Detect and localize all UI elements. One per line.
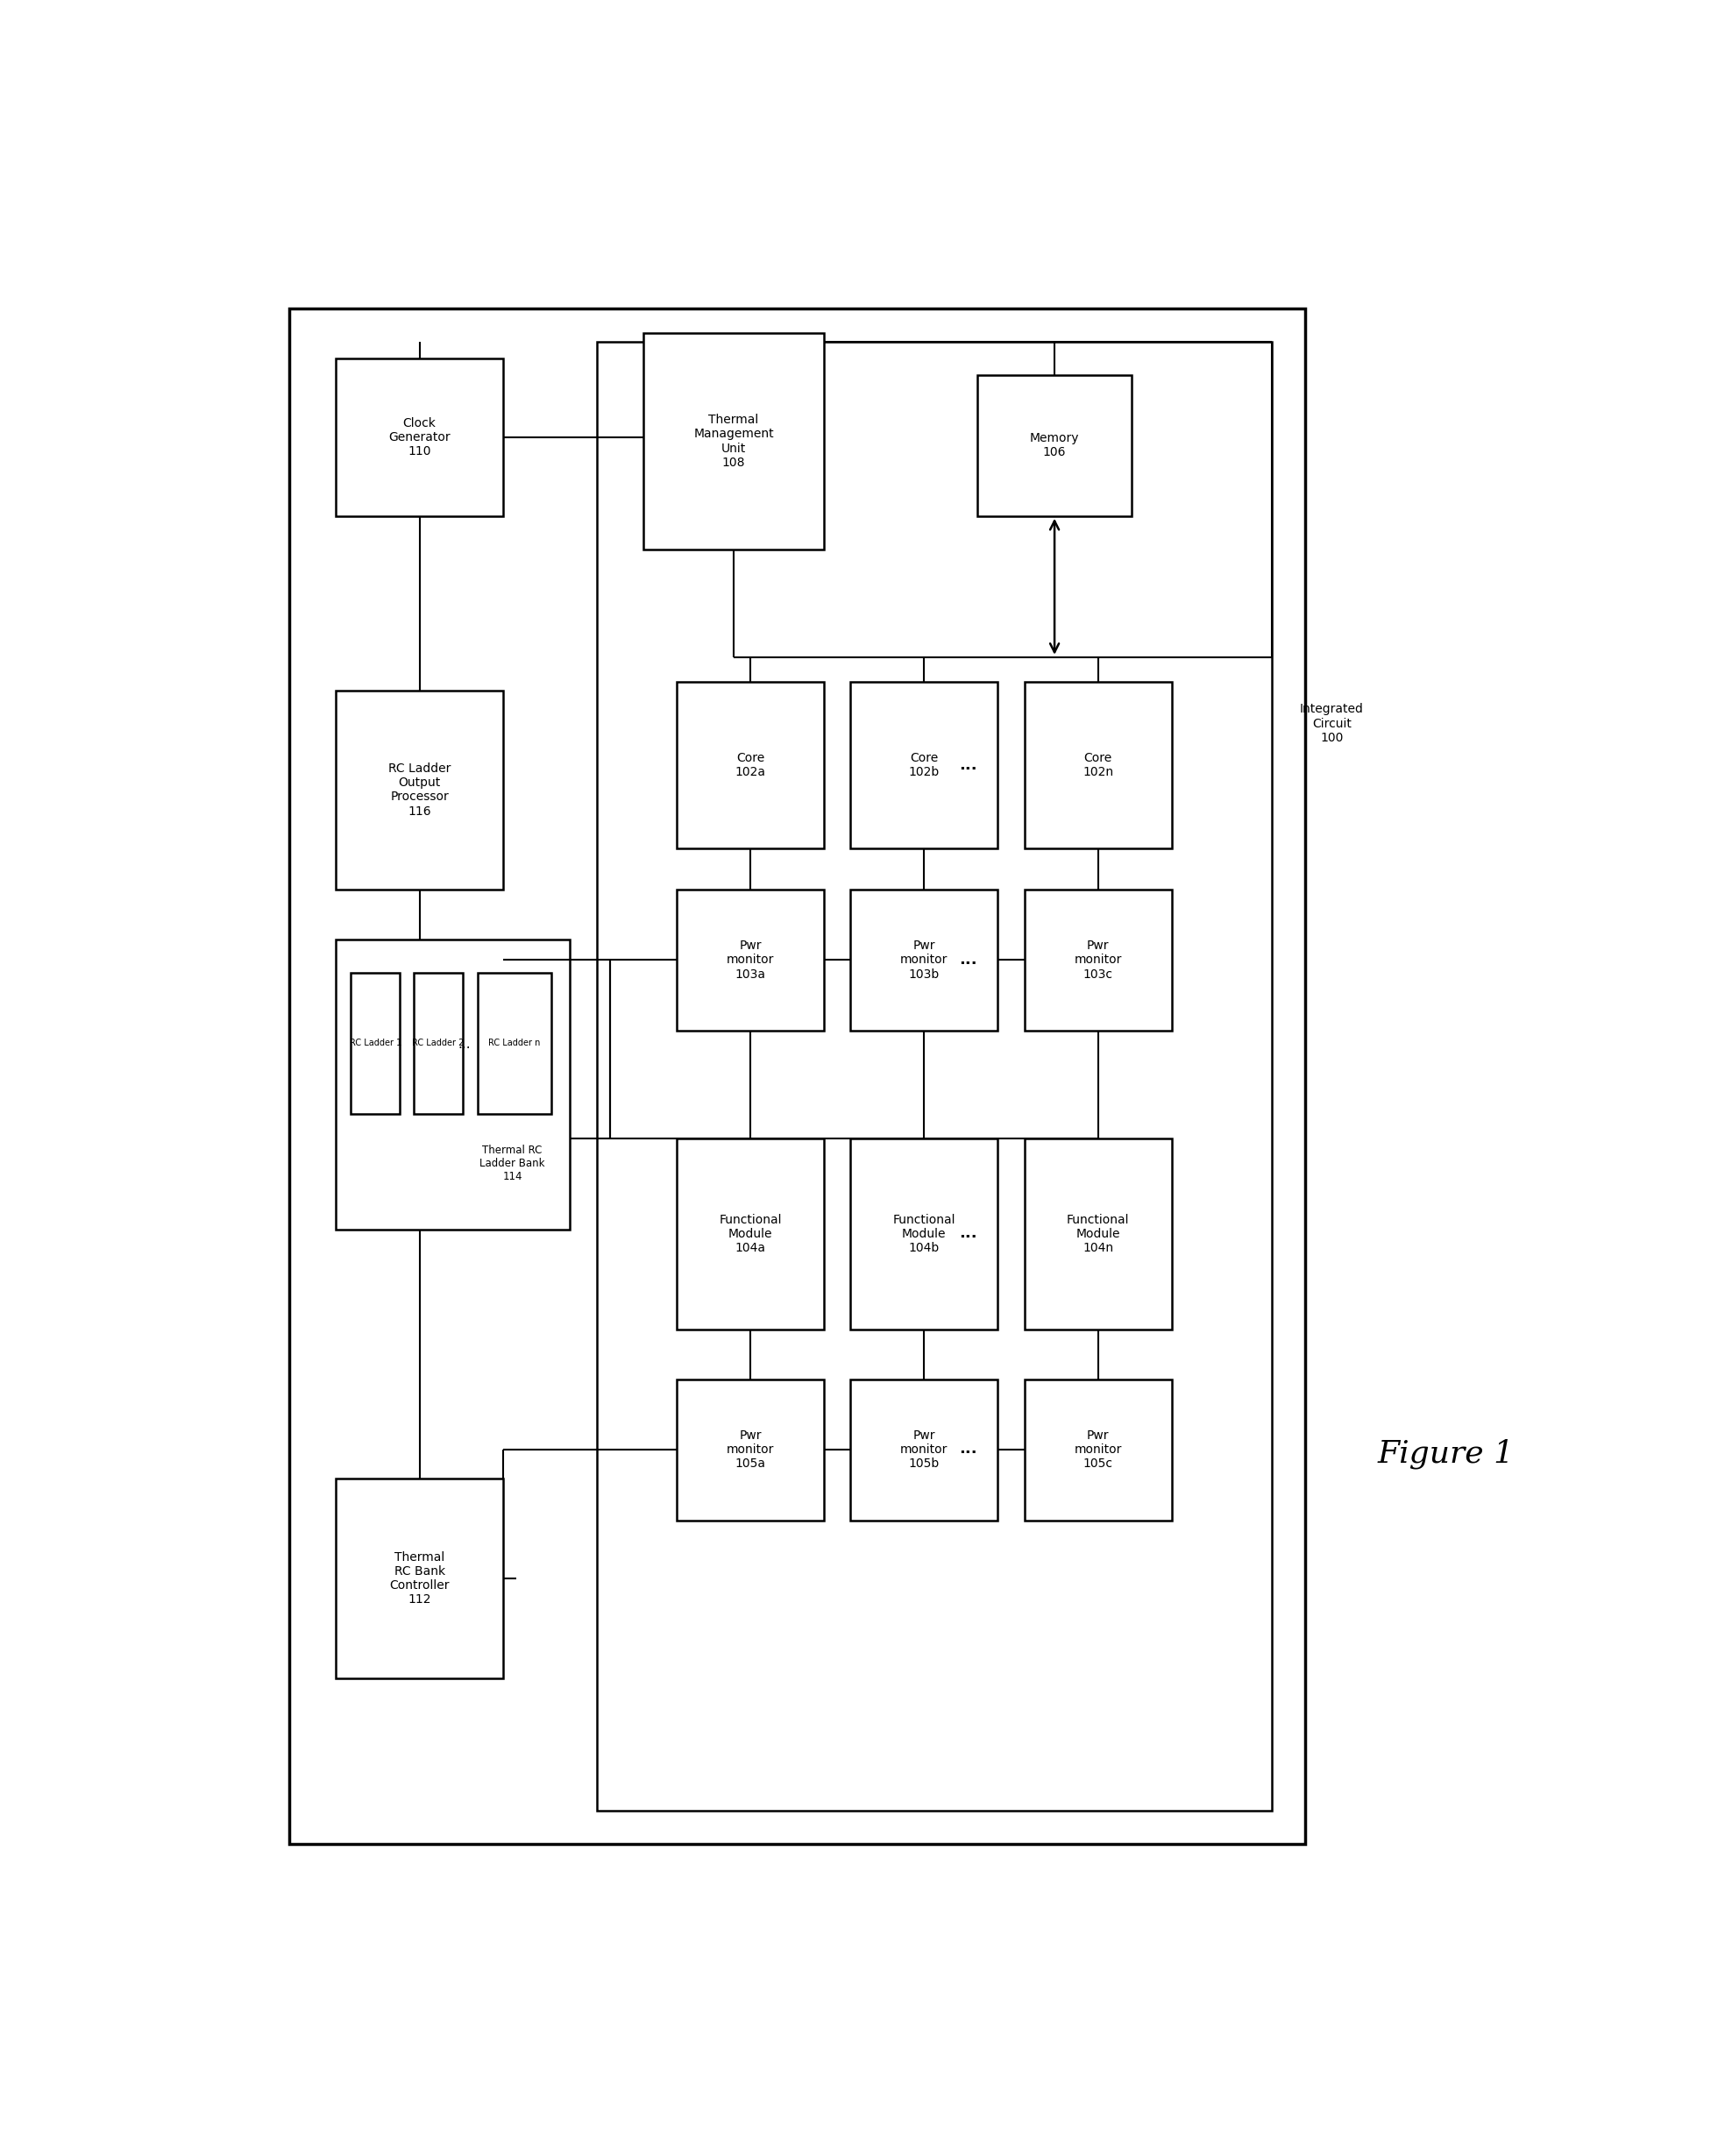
Bar [643,334,825,550]
Text: ...: ... [457,1037,471,1050]
Text: Thermal
Management
Unit
108: Thermal Management Unit 108 [693,414,775,468]
Text: Pwr
monitor
105a: Pwr monitor 105a [726,1429,775,1470]
Text: ...: ... [959,951,978,968]
Text: Functional
Module
104b: Functional Module 104b [894,1214,956,1255]
Bar [478,972,552,1115]
Text: Figure 1: Figure 1 [1377,1438,1515,1468]
Bar [1025,1138,1171,1330]
Text: Pwr
monitor
105b: Pwr monitor 105b [900,1429,949,1470]
Bar [290,308,1306,1843]
Text: Memory
106: Memory 106 [1030,431,1080,459]
Bar [850,681,997,847]
Text: Pwr
monitor
103a: Pwr monitor 103a [726,940,775,981]
Text: Thermal
RC Bank
Controller
112: Thermal RC Bank Controller 112 [390,1550,450,1606]
Text: RC Ladder 1: RC Ladder 1 [350,1039,402,1048]
Text: Pwr
monitor
105c: Pwr monitor 105c [1075,1429,1121,1470]
Text: Core
102b: Core 102b [909,752,940,778]
Bar [336,1479,504,1677]
Text: Clock
Generator
110: Clock Generator 110 [388,416,450,457]
Bar [336,940,569,1229]
Bar [850,890,997,1031]
Text: Pwr
monitor
103c: Pwr monitor 103c [1075,940,1121,981]
Text: Functional
Module
104n: Functional Module 104n [1066,1214,1130,1255]
Text: Functional
Module
104a: Functional Module 104a [719,1214,781,1255]
Text: Core
102n: Core 102n [1083,752,1113,778]
Bar [978,375,1132,515]
Text: RC Ladder
Output
Processor
116: RC Ladder Output Processor 116 [388,763,450,817]
Text: ...: ... [959,1440,978,1457]
Text: Integrated
Circuit
100: Integrated Circuit 100 [1301,703,1364,744]
Text: ...: ... [959,757,978,774]
Text: RC Ladder 2: RC Ladder 2 [412,1039,464,1048]
Bar [850,1138,997,1330]
Text: Thermal RC
Ladder Bank
114: Thermal RC Ladder Bank 114 [480,1145,545,1181]
Bar [850,1380,997,1520]
Text: RC Ladder n: RC Ladder n [488,1039,540,1048]
Bar [676,1138,825,1330]
Bar [1025,890,1171,1031]
Bar [1025,681,1171,847]
Bar [414,972,462,1115]
Bar [676,890,825,1031]
Bar [336,358,504,515]
Bar [597,341,1271,1811]
Bar [336,690,504,890]
Bar [676,681,825,847]
Text: Pwr
monitor
103b: Pwr monitor 103b [900,940,949,981]
Bar [1025,1380,1171,1520]
Bar [350,972,400,1115]
Text: ...: ... [959,1225,978,1242]
Text: Core
102a: Core 102a [735,752,766,778]
Bar [676,1380,825,1520]
